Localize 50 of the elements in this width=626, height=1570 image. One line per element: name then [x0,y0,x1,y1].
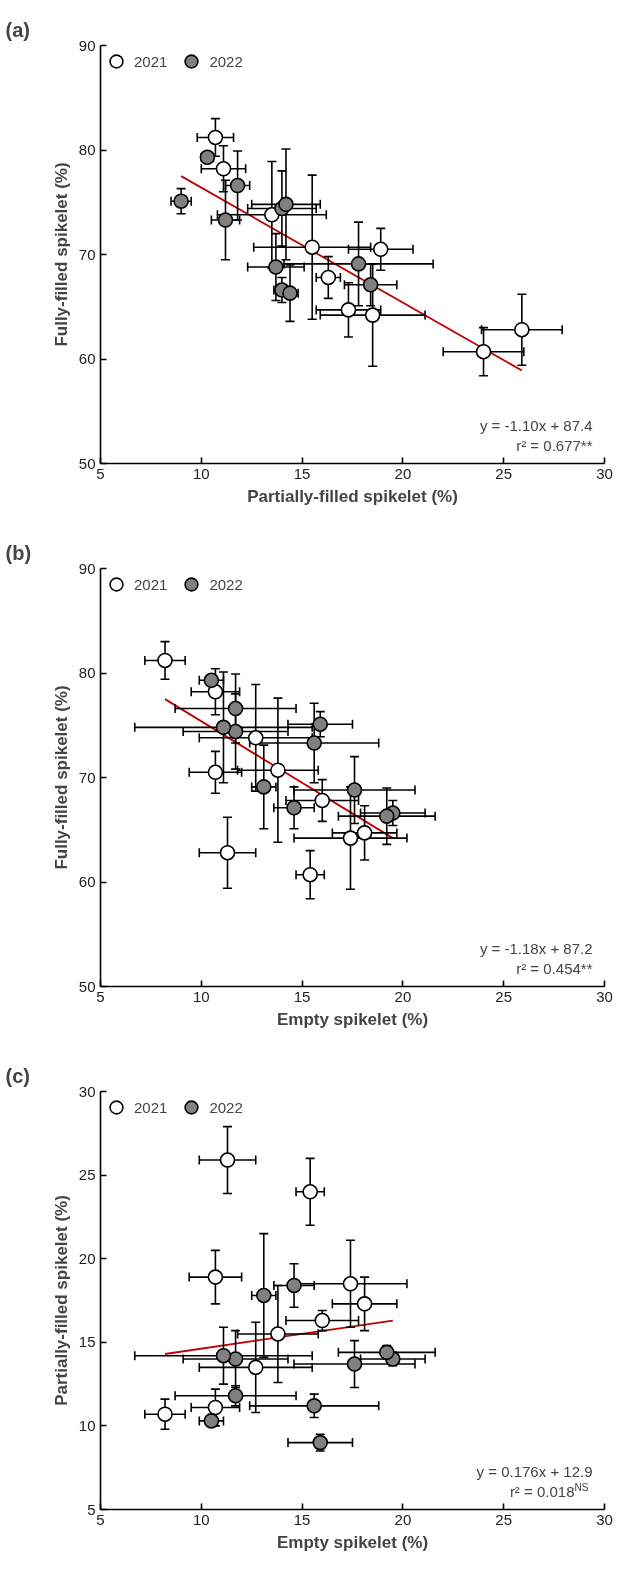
y-axis-title: Partially-filled spikelet (%) [51,1195,71,1406]
legend-label: 2021 [134,574,168,595]
y-tick-label: 90 [78,36,96,54]
x-tick-label: 30 [596,464,613,482]
x-tick-label: 15 [293,464,311,482]
y-tick-label: 25 [78,1166,96,1184]
chart-title: (c) [5,1064,30,1087]
y-axis-title: Fully-filled spikelet (%) [51,685,71,870]
annotation: y = -1.18x + 87.2 [479,939,593,957]
legend-label: 2021 [134,51,168,72]
x-tick-label: 15 [293,987,311,1005]
legend-label: 2021 [134,1097,168,1118]
y-tick-label: 15 [78,1333,96,1351]
x-tick-label: 10 [192,1510,210,1528]
y-tick-label: 20 [78,1249,96,1267]
legend-label: 2022 [209,51,243,72]
y-axis-title: Fully-filled spikelet (%) [51,162,71,347]
x-tick-label: 20 [394,987,412,1005]
y-tick-label: 90 [78,559,96,577]
x-tick-label: 15 [293,1510,311,1528]
legend-label: 2022 [209,1097,243,1118]
y-tick-label: 60 [78,873,96,890]
x-tick-label: 10 [192,464,210,482]
x-axis-title: Partially-filled spikelet (%) [247,486,458,506]
chart-title: (b) [5,541,32,564]
y-tick-label: 80 [78,664,96,681]
x-tick-label: 30 [596,1510,613,1528]
x-tick-label: 20 [394,464,412,482]
x-axis-title: Empty spikelet (%) [276,1532,429,1552]
x-tick-label: 30 [596,987,613,1005]
y-tick-label: 10 [78,1416,96,1434]
y-tick-label: 80 [78,141,96,158]
y-tick-label: 60 [78,350,96,367]
y-tick-label: 70 [78,245,96,263]
annotation: r² = 0.677** [516,436,593,454]
y-tick-label: 50 [78,454,96,472]
x-tick-label: 20 [394,1510,412,1528]
y-tick-label: 70 [78,768,96,786]
x-tick-label: 10 [192,987,210,1005]
annotation: r² = 0.454** [516,959,593,977]
x-tick-label: 25 [495,464,513,482]
annotation: y = -1.10x + 87.4 [479,416,593,434]
x-axis-title: Empty spikelet (%) [276,1009,429,1029]
x-tick-label: 25 [495,987,513,1005]
annotation: y = 0.176x + 12.9 [476,1462,593,1480]
y-tick-label: 50 [78,977,96,995]
legend-label: 2022 [209,574,243,595]
x-tick-label: 25 [495,1510,513,1528]
chart-title: (a) [5,18,30,41]
y-tick-label: 30 [78,1082,96,1100]
